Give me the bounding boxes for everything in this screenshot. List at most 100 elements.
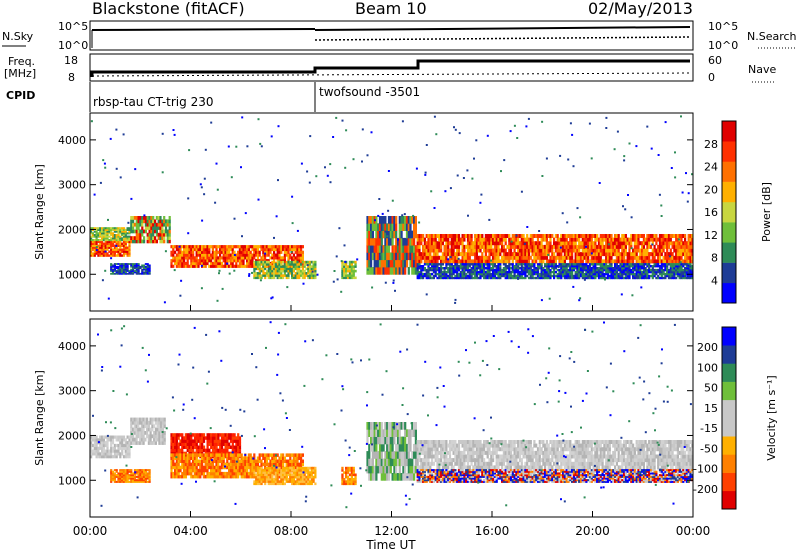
- data-cell: [614, 259, 617, 264]
- data-cell: [563, 276, 566, 280]
- data-cell: [583, 276, 586, 280]
- data-cell: [285, 253, 288, 257]
- data-cell: [648, 265, 651, 268]
- data-cell: [635, 263, 638, 266]
- data-cell: [188, 465, 191, 470]
- data-cell: [177, 259, 180, 263]
- data-cell: [501, 244, 504, 249]
- data-cell: [605, 270, 608, 274]
- data-cell: [163, 434, 166, 439]
- data-cell: [483, 276, 486, 280]
- data-cell: [202, 245, 205, 249]
- data-cell: [554, 248, 557, 253]
- data-cell: [124, 265, 127, 268]
- scatter-point: [226, 262, 229, 265]
- data-cell: [432, 265, 435, 268]
- data-cell: [572, 241, 575, 246]
- data-cell: [483, 268, 486, 272]
- data-cell: [396, 267, 400, 275]
- data-cell: [238, 439, 242, 443]
- data-cell: [190, 445, 193, 449]
- data-cell: [601, 248, 604, 253]
- data-cell: [436, 255, 439, 260]
- data-cell: [592, 248, 595, 253]
- data-cell: [283, 256, 286, 260]
- scatter-point: [392, 279, 395, 282]
- data-cell: [348, 276, 352, 280]
- data-cell: [461, 255, 464, 260]
- data-cell: [624, 267, 627, 270]
- data-cell: [101, 254, 104, 257]
- data-cell: [434, 237, 437, 242]
- data-cell: [682, 265, 685, 268]
- data-cell: [152, 229, 155, 234]
- data-cell: [432, 255, 435, 260]
- data-cell: [685, 244, 688, 249]
- data-cell: [646, 234, 649, 238]
- data-cell: [615, 276, 618, 280]
- data-cell: [255, 267, 258, 271]
- data-cell: [429, 252, 432, 257]
- data-cell: [418, 248, 421, 253]
- data-cell: [649, 234, 653, 238]
- data-cell: [199, 250, 202, 254]
- data-cell: [303, 274, 306, 277]
- data-cell: [93, 227, 96, 230]
- data-cell: [303, 265, 306, 268]
- data-cell: [606, 265, 610, 268]
- data-cell: [222, 442, 225, 446]
- data-cell: [511, 241, 514, 246]
- data-cell: [646, 274, 649, 278]
- data-cell: [117, 438, 120, 442]
- data-cell: [104, 244, 107, 247]
- data-cell: [626, 237, 629, 242]
- data-cell: [122, 265, 126, 268]
- data-cell: [181, 245, 184, 249]
- data-cell: [265, 265, 269, 268]
- data-cell: [630, 244, 633, 249]
- data-cell: [301, 253, 304, 257]
- data-cell: [649, 259, 653, 264]
- data-cell: [434, 265, 437, 268]
- data-cell: [157, 226, 160, 230]
- data-cell: [486, 268, 489, 272]
- data-cell: [119, 250, 122, 253]
- data-cell: [633, 274, 636, 278]
- scatter-point: [425, 144, 428, 146]
- data-cell: [111, 237, 115, 240]
- data-cell: [174, 456, 177, 460]
- data-cell: [264, 263, 267, 266]
- data-cell: [461, 241, 464, 246]
- data-cell: [289, 267, 292, 271]
- data-cell: [669, 248, 672, 253]
- data-cell: [204, 261, 207, 266]
- data-cell: [486, 248, 489, 253]
- data-cell: [161, 239, 164, 244]
- data-cell: [497, 263, 500, 266]
- scatter-point: [403, 213, 406, 216]
- data-cell: [664, 252, 667, 257]
- data-cell: [190, 256, 193, 260]
- data-cell: [139, 239, 142, 244]
- data-cell: [305, 263, 308, 266]
- data-cell: [126, 443, 129, 448]
- data-cell: [597, 241, 601, 246]
- data-cell: [531, 263, 534, 266]
- data-cell: [599, 270, 602, 274]
- data-cell: [135, 236, 138, 240]
- scatter-point: [361, 128, 364, 131]
- data-cell: [533, 234, 536, 238]
- scatter-point: [651, 243, 654, 246]
- data-cell: [146, 267, 149, 270]
- data-cell: [110, 242, 113, 245]
- data-cell: [121, 263, 124, 265]
- data-cell: [141, 470, 144, 473]
- data-cell: [108, 230, 111, 233]
- data-cell: [538, 234, 541, 238]
- data-cell: [183, 439, 186, 443]
- data-cell: [535, 259, 538, 264]
- data-cell: [653, 234, 656, 238]
- data-band-1: [130, 417, 166, 445]
- data-cell: [188, 442, 191, 446]
- data-cell: [475, 241, 478, 246]
